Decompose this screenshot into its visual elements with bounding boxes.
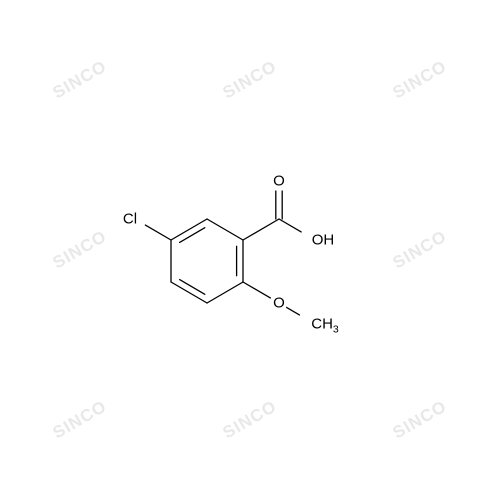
atom-label: OH bbox=[311, 232, 336, 249]
atom-label: O bbox=[272, 173, 286, 190]
atom-label: O bbox=[272, 295, 286, 312]
structure-svg bbox=[0, 0, 500, 500]
atom-label: CH3 bbox=[310, 316, 340, 333]
atom-label: Cl bbox=[122, 211, 138, 228]
